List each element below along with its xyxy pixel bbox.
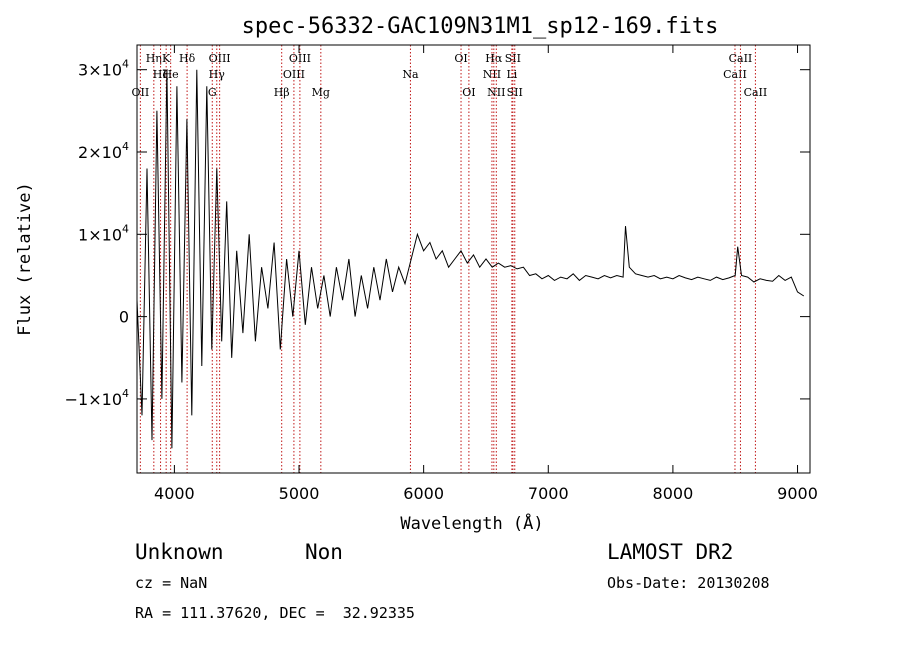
emission-line-label: OII xyxy=(132,86,150,99)
emission-line-label: CaII xyxy=(729,52,753,65)
emission-line-label: Mg xyxy=(312,86,330,99)
axis-ticks: 4000 5000 6000 7000 8000 9000 −1×104 0 1×104 2×10… xyxy=(65,45,818,503)
emission-line-label: OI xyxy=(454,52,467,65)
emission-line-label: Hδ xyxy=(179,52,196,65)
emission-line-label: K xyxy=(162,52,171,65)
x-axis-title: Wavelength (Å) xyxy=(400,512,543,534)
y-axis-title: Flux (relative) xyxy=(15,182,35,336)
survey-label: LAMOST DR2 xyxy=(607,540,734,564)
emission-line-label: Li xyxy=(506,68,517,81)
emission-line-label: Hα xyxy=(485,52,503,65)
emission-line-label: NII xyxy=(487,86,505,99)
class-label: Unknown xyxy=(135,540,224,564)
emission-line-label: Hγ xyxy=(209,68,226,81)
emission-line-label: OIII xyxy=(209,52,231,65)
spectrum-series xyxy=(136,69,805,449)
emission-line-label: Hζ xyxy=(153,68,169,81)
emission-line-label: SII xyxy=(507,86,523,99)
y-tick-label: 0 xyxy=(119,308,129,327)
x-tick-label: 9000 xyxy=(777,484,818,503)
emission-line-label: OI xyxy=(462,86,475,99)
emission-line-label: OIII xyxy=(283,68,305,81)
x-tick-label: 8000 xyxy=(653,484,694,503)
emission-line-label: Hβ xyxy=(274,86,290,99)
y-tick-label: 2×104 xyxy=(78,140,129,162)
emission-line-label: He xyxy=(163,68,179,81)
x-tick-label: 7000 xyxy=(528,484,569,503)
obs-date-label: Obs-Date: 20130208 xyxy=(607,574,770,592)
emission-line-label: Hη xyxy=(146,52,162,65)
x-tick-label: 5000 xyxy=(279,484,320,503)
y-tick-label: 3×104 xyxy=(78,58,129,80)
emission-line-label: Na xyxy=(402,68,419,81)
emission-line-label: NII xyxy=(483,68,501,81)
coords-label: RA = 111.37620, DEC = 32.92335 xyxy=(135,604,415,622)
emission-line-label: G xyxy=(208,86,217,99)
chart-title: spec-56332-GAC109N31M1_sp12-169.fits xyxy=(242,14,719,39)
emission-line-label: OIII xyxy=(289,52,311,65)
y-tick-label: 1×104 xyxy=(78,222,129,244)
subclass-label: Non xyxy=(305,540,343,564)
x-tick-label: 4000 xyxy=(154,484,195,503)
spectrum-line xyxy=(136,69,805,449)
emission-line-label: CaII xyxy=(744,86,768,99)
emission-line-label: CaII xyxy=(723,68,747,81)
plot-frame xyxy=(136,44,811,474)
y-tick-label: −1×104 xyxy=(65,387,129,409)
cz-label: cz = NaN xyxy=(135,574,208,592)
x-tick-label: 6000 xyxy=(403,484,444,503)
emission-line-label: SII xyxy=(505,52,521,65)
